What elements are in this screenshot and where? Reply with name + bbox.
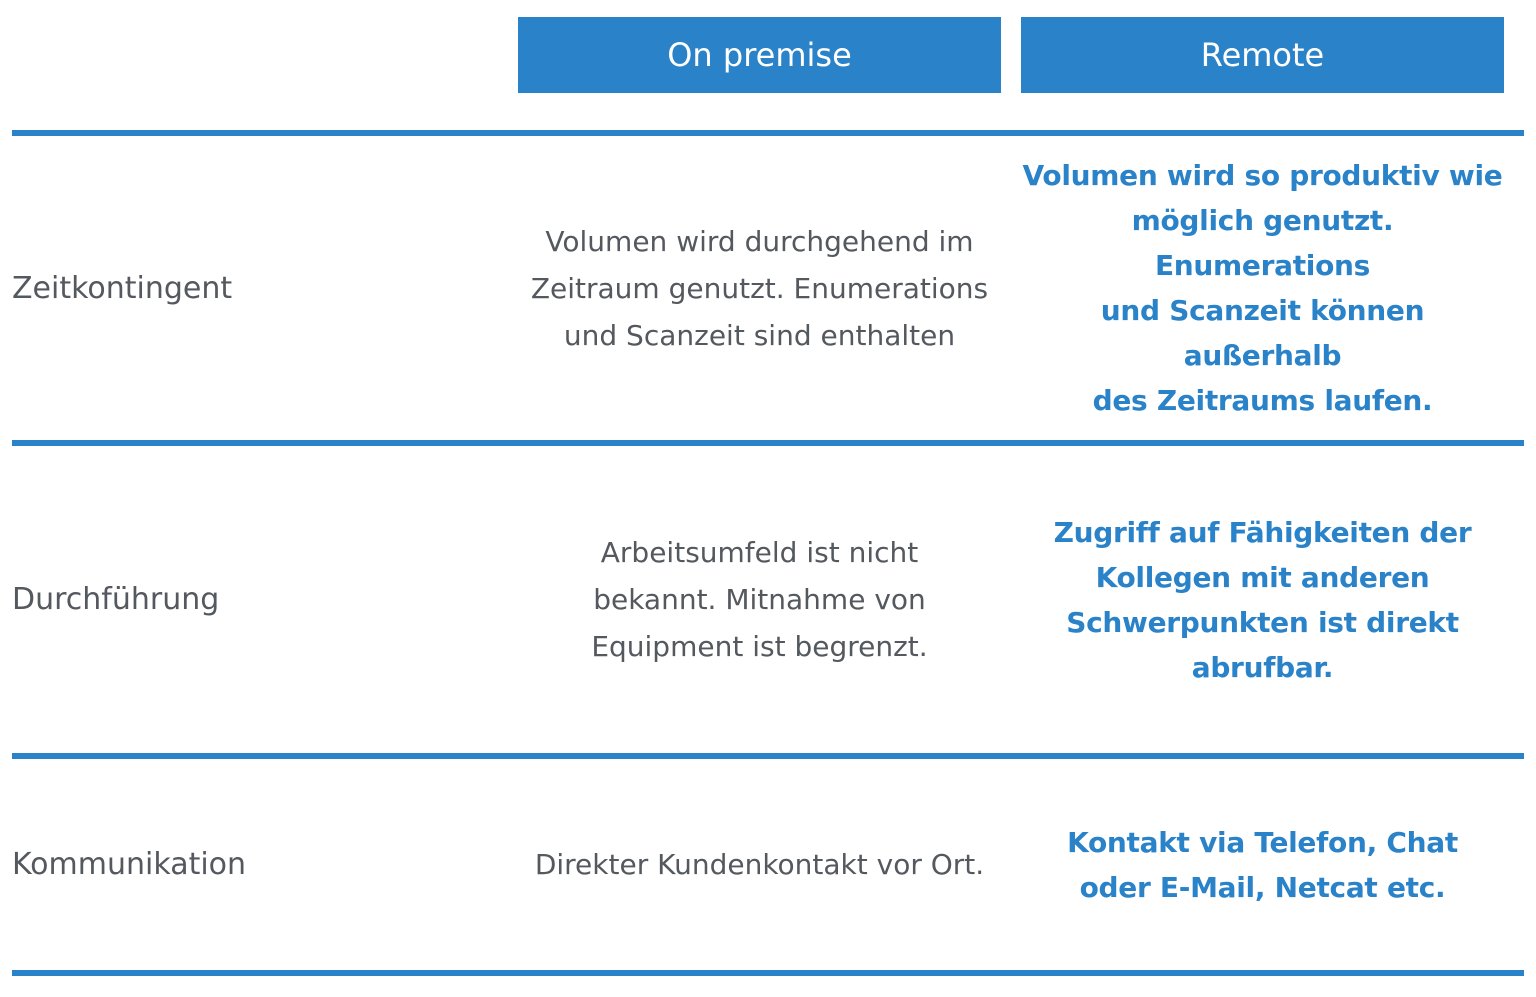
table-row-durchfuehrung: Durchführung Arbeitsumfeld ist nicht bek… xyxy=(12,446,1524,753)
cell-on-premise: Direkter Kundenkontakt vor Ort. xyxy=(534,848,985,881)
row-label: Durchführung xyxy=(12,582,220,617)
column-header-on-premise-label: On premise xyxy=(667,36,852,74)
row-label: Zeitkontingent xyxy=(12,270,233,306)
cell-on-premise: Arbeitsumfeld ist nicht bekannt. Mitnahm… xyxy=(591,536,928,663)
table-row-kommunikation: Kommunikation Direkter Kundenkontakt vor… xyxy=(12,759,1524,970)
cell-on-premise: Volumen wird durchgehend im Zeitraum gen… xyxy=(530,224,989,352)
row-label: Kommunikation xyxy=(12,847,247,882)
divider-line xyxy=(12,130,1524,136)
cell-remote: Kontakt via Telefon, Chat oder E-Mail, N… xyxy=(1067,825,1458,904)
divider-line xyxy=(12,970,1524,976)
table-header-row: On premise Remote xyxy=(12,0,1524,130)
divider-line xyxy=(12,753,1524,759)
divider-line xyxy=(12,440,1524,446)
column-header-on-premise: On premise xyxy=(518,17,1001,93)
column-header-remote: Remote xyxy=(1021,17,1504,93)
cell-remote: Zugriff auf Fähigkeiten der Kollegen mit… xyxy=(1053,515,1472,684)
cell-remote: Volumen wird so produktiv wie möglich ge… xyxy=(1022,159,1503,417)
table-content: On premise Remote Zeitkontingent Volumen… xyxy=(12,0,1524,976)
table-row-zeitkontingent: Zeitkontingent Volumen wird durchgehend … xyxy=(12,136,1524,440)
column-header-remote-label: Remote xyxy=(1200,36,1325,74)
